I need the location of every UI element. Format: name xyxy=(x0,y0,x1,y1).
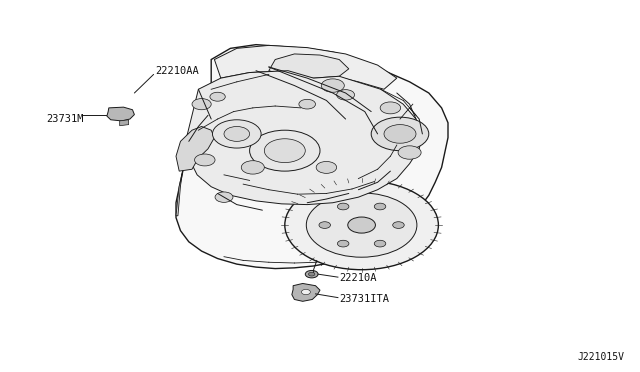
Circle shape xyxy=(337,240,349,247)
Circle shape xyxy=(348,217,376,233)
Polygon shape xyxy=(186,71,422,205)
Polygon shape xyxy=(176,45,448,269)
Circle shape xyxy=(321,79,344,92)
Circle shape xyxy=(305,270,318,278)
Circle shape xyxy=(192,99,211,110)
Circle shape xyxy=(264,139,305,163)
Text: 23731ITA: 23731ITA xyxy=(339,294,389,304)
Text: 22210A: 22210A xyxy=(339,273,377,283)
Circle shape xyxy=(384,125,416,143)
Circle shape xyxy=(224,126,250,141)
Polygon shape xyxy=(214,45,397,89)
Polygon shape xyxy=(292,283,320,301)
Circle shape xyxy=(393,222,404,228)
Circle shape xyxy=(210,92,225,101)
Circle shape xyxy=(316,161,337,173)
Circle shape xyxy=(301,289,310,295)
Polygon shape xyxy=(176,141,197,216)
Circle shape xyxy=(374,240,386,247)
Circle shape xyxy=(250,130,320,171)
Circle shape xyxy=(319,222,330,228)
Circle shape xyxy=(285,180,438,270)
Circle shape xyxy=(299,99,316,109)
Circle shape xyxy=(195,154,215,166)
Circle shape xyxy=(337,90,355,100)
Polygon shape xyxy=(176,126,214,171)
Circle shape xyxy=(307,193,417,257)
Text: 22210AA: 22210AA xyxy=(155,66,198,76)
Circle shape xyxy=(371,117,429,151)
Circle shape xyxy=(215,192,233,202)
Circle shape xyxy=(380,102,401,114)
Circle shape xyxy=(241,161,264,174)
Polygon shape xyxy=(107,107,134,121)
Polygon shape xyxy=(269,54,349,78)
Circle shape xyxy=(398,146,421,159)
Text: J221015V: J221015V xyxy=(577,352,624,362)
Polygon shape xyxy=(120,120,129,126)
Circle shape xyxy=(308,272,315,276)
Text: 23731M: 23731M xyxy=(46,114,84,124)
Circle shape xyxy=(212,120,261,148)
Circle shape xyxy=(374,203,386,210)
Circle shape xyxy=(337,203,349,210)
